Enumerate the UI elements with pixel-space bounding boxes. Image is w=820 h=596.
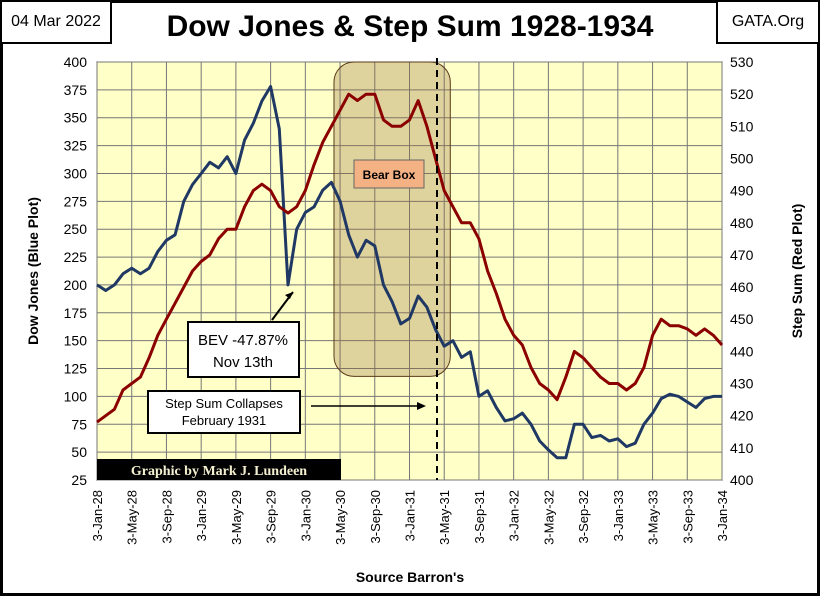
y-tick-label: 300 <box>64 165 88 181</box>
y2-tick-label: 460 <box>730 279 754 295</box>
y-tick-label: 75 <box>71 416 87 432</box>
x-tick-label: 3-Jan-29 <box>194 490 209 541</box>
y-tick-label: 350 <box>64 110 88 126</box>
collapse-callout-text: February 1931 <box>182 413 267 428</box>
source-label: GATA.Org <box>716 0 820 44</box>
y-tick-label: 125 <box>64 361 88 377</box>
x-tick-label: 3-Jan-34 <box>715 490 730 541</box>
date-label: 04 Mar 2022 <box>0 0 112 44</box>
y-tick-label: 200 <box>64 277 88 293</box>
x-axis-title: Source Barron's <box>356 569 465 585</box>
y2-tick-label: 440 <box>730 343 754 359</box>
x-tick-label: 3-May-32 <box>541 490 556 545</box>
y-tick-label: 250 <box>64 221 88 237</box>
x-tick-label: 3-Jan-28 <box>90 490 105 541</box>
x-tick-label: 3-May-29 <box>229 490 244 545</box>
y2-tick-label: 500 <box>730 150 754 166</box>
y2-axis-title: Step Sum (Red Plot) <box>789 204 805 339</box>
y2-tick-label: 450 <box>730 311 754 327</box>
x-tick-label: 3-Sep-28 <box>159 490 174 543</box>
bev-callout-text: BEV -47.87% <box>198 332 288 349</box>
x-tick-label: 3-Jan-33 <box>611 490 626 541</box>
y-tick-label: 400 <box>64 54 88 70</box>
y2-tick-label: 510 <box>730 118 754 134</box>
y-tick-label: 375 <box>64 82 88 98</box>
y2-tick-label: 470 <box>730 247 754 263</box>
y2-tick-label: 480 <box>730 215 754 231</box>
bev-arrowhead <box>285 292 293 299</box>
credit-text: Graphic by Mark J. Lundeen <box>131 464 307 479</box>
x-tick-label: 3-May-33 <box>646 490 661 545</box>
bev-callout <box>187 321 300 378</box>
collapse-arrowhead <box>417 402 426 410</box>
x-tick-label: 3-May-30 <box>333 490 348 545</box>
x-tick-label: 3-Sep-30 <box>368 490 383 543</box>
y2-tick-label: 490 <box>730 183 754 199</box>
x-tick-label: 3-May-28 <box>125 490 140 545</box>
y2-tick-label: 400 <box>730 472 754 488</box>
y-tick-label: 100 <box>64 388 88 404</box>
chart-title: Dow Jones & Step Sum 1928-1934 <box>166 10 654 43</box>
step-sum-line <box>96 92 724 424</box>
y-axis-title: Dow Jones (Blue Plot) <box>25 197 41 345</box>
bear-box-label-bg <box>353 159 425 189</box>
credit-bg <box>97 459 341 480</box>
bear-box-label: Bear Box <box>363 168 416 182</box>
x-tick-label: 3-Sep-31 <box>472 490 487 543</box>
y-tick-label: 175 <box>64 305 88 321</box>
y-tick-label: 25 <box>71 472 87 488</box>
x-tick-label: 3-Sep-32 <box>576 490 591 543</box>
x-tick-label: 3-Sep-33 <box>680 490 695 543</box>
y-tick-label: 325 <box>64 138 88 154</box>
x-tick-label: 3-Sep-29 <box>264 490 279 543</box>
y-tick-label: 50 <box>71 444 87 460</box>
y-tick-label: 225 <box>64 249 88 265</box>
y-tick-label: 275 <box>64 193 88 209</box>
y-tick-label: 150 <box>64 333 88 349</box>
collapse-callout-text: Step Sum Collapses <box>165 396 283 411</box>
y2-tick-label: 520 <box>730 86 754 102</box>
bear-box <box>333 61 451 377</box>
collapse-callout <box>147 390 301 434</box>
x-tick-label: 3-May-31 <box>437 490 452 545</box>
x-tick-label: 3-Jan-31 <box>403 490 418 541</box>
y2-tick-label: 420 <box>730 408 754 424</box>
bev-callout-text: Nov 13th <box>213 354 273 371</box>
x-tick-label: 3-Jan-30 <box>298 490 313 541</box>
y2-tick-label: 430 <box>730 376 754 392</box>
dow-jones-line <box>96 85 722 460</box>
x-tick-label: 3-Jan-32 <box>507 490 522 541</box>
y2-tick-label: 410 <box>730 440 754 456</box>
y2-tick-label: 530 <box>730 54 754 70</box>
